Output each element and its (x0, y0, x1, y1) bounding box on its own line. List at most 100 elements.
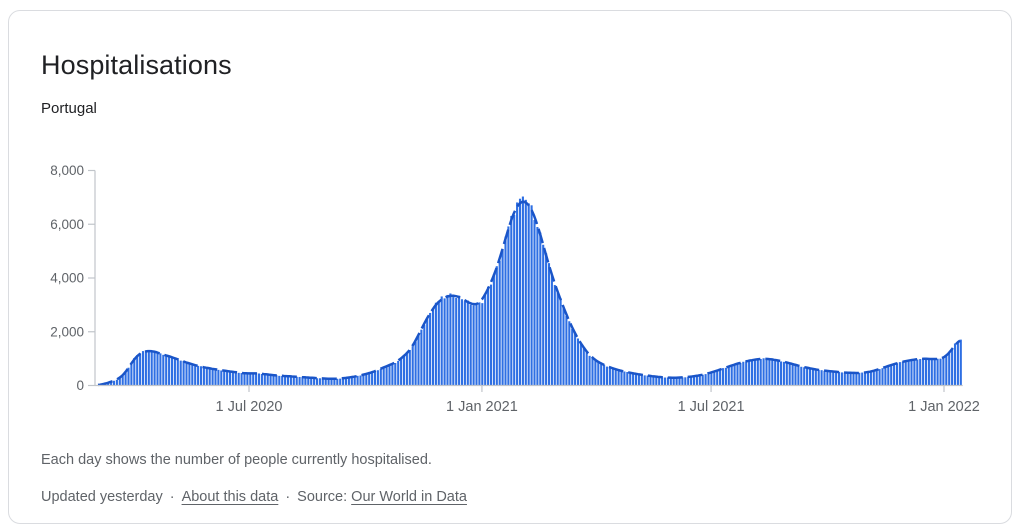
bar (945, 356, 948, 386)
source-link[interactable]: Our World in Data (351, 489, 467, 505)
bar (582, 348, 585, 386)
bar (562, 307, 565, 386)
bar (637, 374, 640, 386)
bar (321, 378, 324, 386)
bar (536, 227, 539, 386)
bar (402, 356, 406, 386)
bar (762, 358, 765, 386)
bar (568, 321, 571, 386)
bar (234, 372, 237, 386)
bar (110, 381, 113, 386)
bar (281, 376, 284, 386)
bar (553, 285, 556, 386)
bar (756, 358, 759, 386)
bar (255, 372, 258, 386)
bar (713, 371, 716, 386)
bar (286, 376, 290, 386)
bar (408, 349, 411, 386)
bar (136, 355, 139, 386)
bar (298, 376, 301, 386)
bar (878, 369, 881, 386)
bar (698, 375, 701, 386)
bar (855, 373, 858, 386)
bar (489, 284, 493, 386)
bar (884, 366, 887, 386)
bar (220, 370, 223, 386)
bar (365, 373, 368, 386)
bar (539, 232, 542, 386)
bar (646, 375, 649, 386)
bar (835, 371, 838, 386)
bar (269, 375, 272, 386)
bar (112, 380, 116, 386)
bar (292, 376, 295, 386)
bar (165, 356, 168, 386)
bar (652, 376, 655, 386)
bar (591, 357, 594, 386)
bar (197, 365, 200, 386)
bar (199, 366, 203, 386)
bar (252, 373, 255, 386)
bar (826, 370, 829, 386)
bar (771, 359, 774, 386)
bar (710, 372, 713, 386)
bar (893, 364, 896, 386)
bar (342, 378, 345, 386)
bar (721, 368, 725, 386)
bar (478, 302, 481, 386)
bar (829, 371, 832, 386)
bar (614, 369, 617, 386)
bar (501, 249, 504, 386)
bar (243, 373, 246, 386)
bar (423, 324, 426, 386)
bar (704, 374, 707, 386)
bar (226, 370, 229, 386)
bar (695, 375, 698, 386)
bar (759, 358, 762, 386)
bar (397, 360, 400, 386)
bar (814, 369, 817, 386)
bar (959, 339, 962, 386)
bar (133, 357, 136, 386)
daily-bars-series[interactable] (95, 196, 962, 386)
bar (840, 372, 843, 386)
x-tick-label: 1 Jul 2020 (216, 399, 283, 415)
about-this-data-link[interactable]: About this data (181, 489, 279, 505)
bar (498, 260, 501, 386)
bar (394, 363, 397, 386)
bar (504, 236, 507, 386)
bar (420, 329, 423, 386)
bar (513, 214, 516, 386)
bar (605, 366, 609, 386)
bar (141, 351, 145, 386)
bar (658, 376, 661, 386)
bar (194, 365, 197, 386)
bar (472, 305, 475, 386)
bar (542, 244, 545, 386)
bar (939, 358, 942, 386)
bar (289, 376, 292, 386)
bar (594, 359, 597, 386)
bar (144, 351, 147, 386)
bar (716, 370, 719, 386)
bar (820, 370, 823, 386)
bar (385, 366, 388, 386)
bar (951, 349, 954, 386)
bar (576, 338, 580, 386)
bar (240, 373, 243, 386)
bar (324, 378, 327, 386)
bar (623, 371, 626, 386)
page-title: Hospitalisations (41, 50, 232, 80)
bar (649, 376, 652, 386)
bar (643, 375, 646, 386)
bar (895, 363, 899, 386)
bar (139, 353, 142, 386)
bar (797, 365, 800, 386)
bar (469, 304, 472, 386)
bar (356, 375, 359, 386)
bar (597, 361, 600, 386)
bar (849, 372, 852, 386)
bar (202, 366, 205, 386)
bar (237, 372, 240, 386)
